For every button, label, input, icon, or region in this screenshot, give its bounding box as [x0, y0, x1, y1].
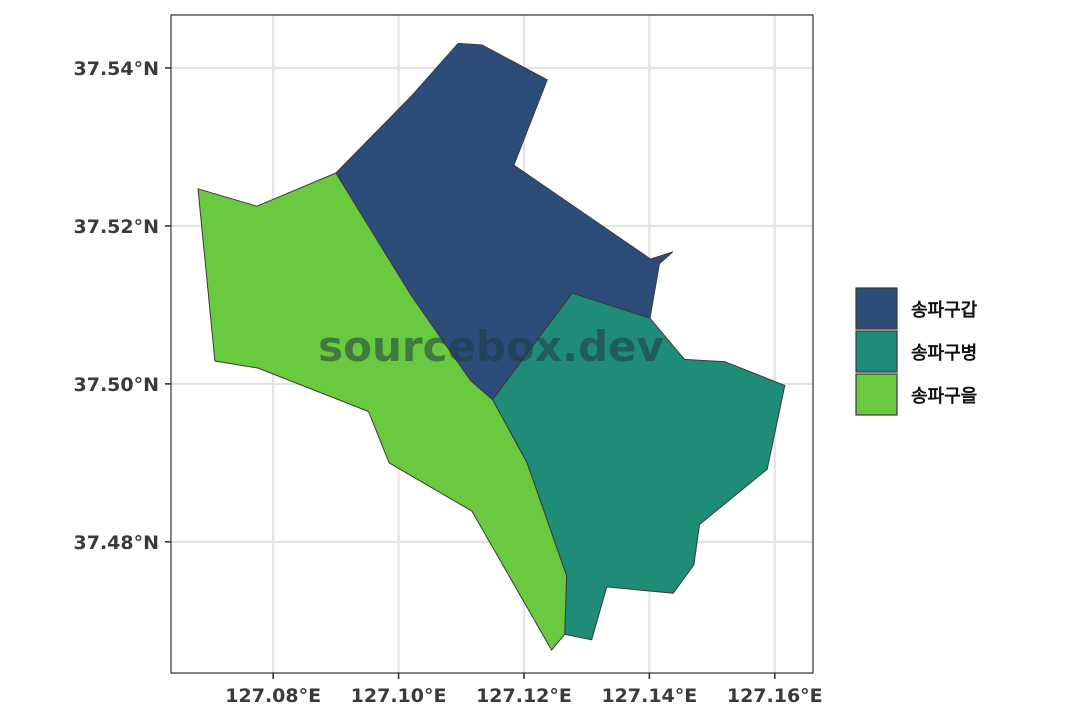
- axes: 127.08°E 127.10°E 127.12°E 127.14°E 127.16°E…: [74, 58, 823, 707]
- legend-label: 송파구병: [911, 343, 977, 364]
- y-tick-label: 37.48°N: [74, 532, 160, 554]
- legend-swatch: [855, 287, 898, 330]
- region-polygons: [197, 42, 786, 651]
- x-tick-label: 127.10°E: [351, 685, 447, 707]
- x-tick-label: 127.16°E: [727, 685, 823, 707]
- watermark-text: sourcebox.dev: [318, 322, 664, 371]
- region-polygon-3: [197, 172, 568, 651]
- x-tick-label: 127.08°E: [225, 685, 321, 707]
- legend-label: 송파구갑: [911, 300, 978, 321]
- y-tick-label: 37.50°N: [74, 374, 160, 396]
- legend-swatch: [855, 330, 898, 373]
- y-tick-label: 37.52°N: [74, 216, 160, 238]
- x-tick-label: 127.14°E: [601, 685, 697, 707]
- x-tick-label: 127.12°E: [476, 685, 572, 707]
- legend-label: 송파구을: [911, 386, 977, 407]
- panel-border: [170, 14, 814, 674]
- y-tick-label: 37.54°N: [74, 58, 160, 80]
- legend-swatch: [855, 373, 898, 416]
